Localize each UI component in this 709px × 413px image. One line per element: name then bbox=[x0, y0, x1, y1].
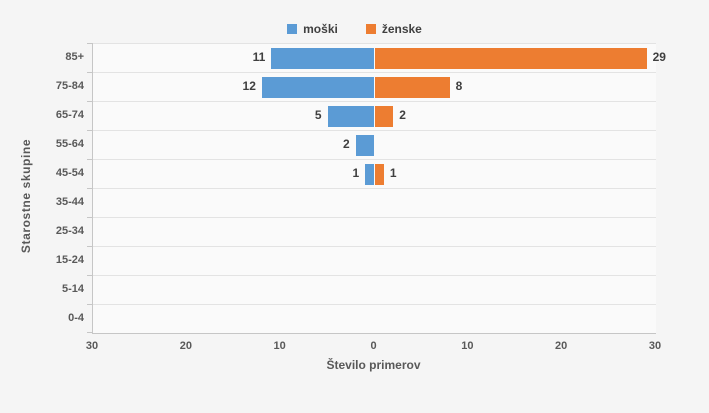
y-axis-tickmark bbox=[87, 275, 93, 276]
data-label-zenske: 2 bbox=[399, 108, 406, 122]
data-label-moski: 11 bbox=[252, 50, 266, 64]
y-axis-category-label: 0-4 bbox=[68, 312, 84, 324]
data-label-zenske: 8 bbox=[455, 79, 463, 93]
bar-moski bbox=[261, 77, 375, 98]
legend-item-moski: moški bbox=[287, 22, 338, 36]
y-axis-category-label: 75-84 bbox=[55, 80, 84, 92]
plot-row: 2 bbox=[87, 130, 656, 159]
x-axis-tick-label: 30 bbox=[85, 340, 99, 352]
x-axis-tick-label: 10 bbox=[461, 340, 474, 352]
data-label-zenske: 1 bbox=[389, 166, 397, 180]
x-axis-tick-label: 10 bbox=[273, 340, 286, 352]
y-axis-category-label: 55-64 bbox=[55, 138, 84, 150]
legend-item-zenske: ženske bbox=[365, 22, 422, 36]
data-label-moski: 5 bbox=[314, 108, 322, 122]
plot-row bbox=[87, 304, 656, 333]
bar-zenske bbox=[374, 77, 450, 98]
x-axis-title: Število primerov bbox=[326, 358, 421, 372]
y-axis-tickmark bbox=[87, 101, 93, 102]
y-axis-tickmark bbox=[87, 159, 93, 160]
y-axis-category-label: 65-74 bbox=[55, 109, 84, 121]
y-axis-tickmark bbox=[87, 130, 93, 131]
plot-row bbox=[87, 217, 656, 246]
bar-moski bbox=[355, 135, 375, 156]
data-label-zenske: 29 bbox=[652, 50, 666, 64]
y-axis-category-label: 45-54 bbox=[55, 167, 84, 179]
legend-swatch-zenske bbox=[365, 24, 376, 34]
legend-label: moški bbox=[303, 22, 338, 36]
plot-row bbox=[87, 275, 656, 304]
bar-zenske bbox=[374, 106, 394, 127]
bar-moski bbox=[271, 48, 375, 69]
y-axis-category-label: 15-24 bbox=[55, 254, 84, 266]
x-axis-tick-label: 20 bbox=[179, 340, 192, 352]
plot-row: 11 29 bbox=[87, 43, 666, 72]
y-axis-tickmark bbox=[87, 188, 93, 189]
x-axis-tick-label: 30 bbox=[648, 340, 662, 352]
legend-swatch-moski bbox=[287, 24, 298, 34]
y-axis-tickmark bbox=[87, 304, 93, 305]
bar-moski bbox=[365, 164, 375, 185]
data-label-moski: 12 bbox=[242, 79, 256, 93]
y-axis-tickmark bbox=[87, 246, 93, 247]
y-axis-category-label: 85+ bbox=[65, 51, 84, 63]
data-label-moski: 2 bbox=[343, 137, 350, 151]
legend: moški ženske bbox=[0, 22, 709, 36]
y-axis-tickmark bbox=[87, 332, 93, 333]
plot-row: 12 8 bbox=[87, 72, 656, 101]
bar-moski bbox=[327, 106, 375, 127]
y-axis-tickmark bbox=[87, 43, 93, 44]
plot-area: 11 29 12 8 5 2 2 1 1 bbox=[87, 43, 666, 334]
y-axis-category-label: 5-14 bbox=[61, 283, 84, 295]
x-axis-tick-label: 0 bbox=[370, 340, 377, 352]
plot-row bbox=[87, 188, 656, 217]
x-axis-tick-label: 20 bbox=[555, 340, 568, 352]
bar-zenske bbox=[374, 164, 384, 185]
y-axis-tickmark bbox=[87, 217, 93, 218]
y-axis-category-label: 35-44 bbox=[55, 196, 84, 208]
data-label-moski: 1 bbox=[352, 166, 360, 180]
y-axis-tickmark bbox=[87, 72, 93, 73]
plot-row bbox=[87, 246, 656, 275]
bar-zenske bbox=[374, 48, 647, 69]
legend-label: ženske bbox=[381, 22, 422, 36]
y-axis-category-label: 25-34 bbox=[55, 225, 84, 237]
